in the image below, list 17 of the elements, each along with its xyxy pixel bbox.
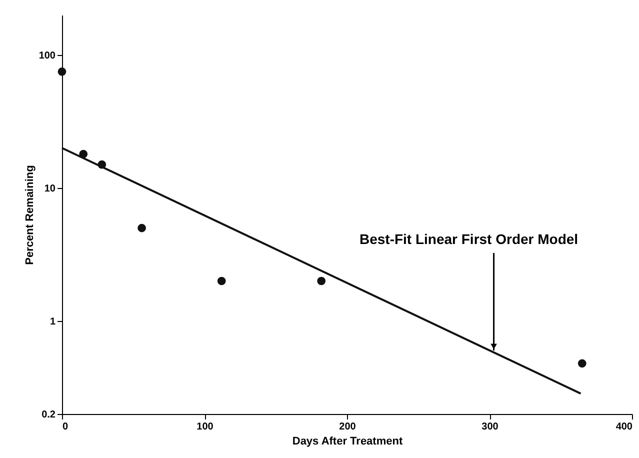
y-axis-title: Percent Remaining [24, 165, 36, 265]
x-tick-label: 0 [62, 422, 68, 432]
point [578, 359, 586, 368]
point [138, 224, 146, 232]
x-tick-label: 200 [339, 422, 356, 432]
point [58, 67, 66, 76]
y-tick-label: 0.2 [42, 410, 56, 420]
x-tick-label: 300 [482, 422, 499, 432]
x-tick-label: 100 [196, 422, 214, 432]
point [317, 276, 326, 286]
x-tick-label: 400 [616, 422, 633, 432]
x-axis-title: Days After Treatment [292, 436, 403, 448]
y-tick-label: 1 [50, 316, 56, 328]
annotation: Best-Fit Linear First Order Model [359, 231, 578, 247]
point [217, 276, 226, 286]
y-tick-label: 10 [44, 184, 56, 195]
y-tick-label: 100 [38, 50, 56, 62]
